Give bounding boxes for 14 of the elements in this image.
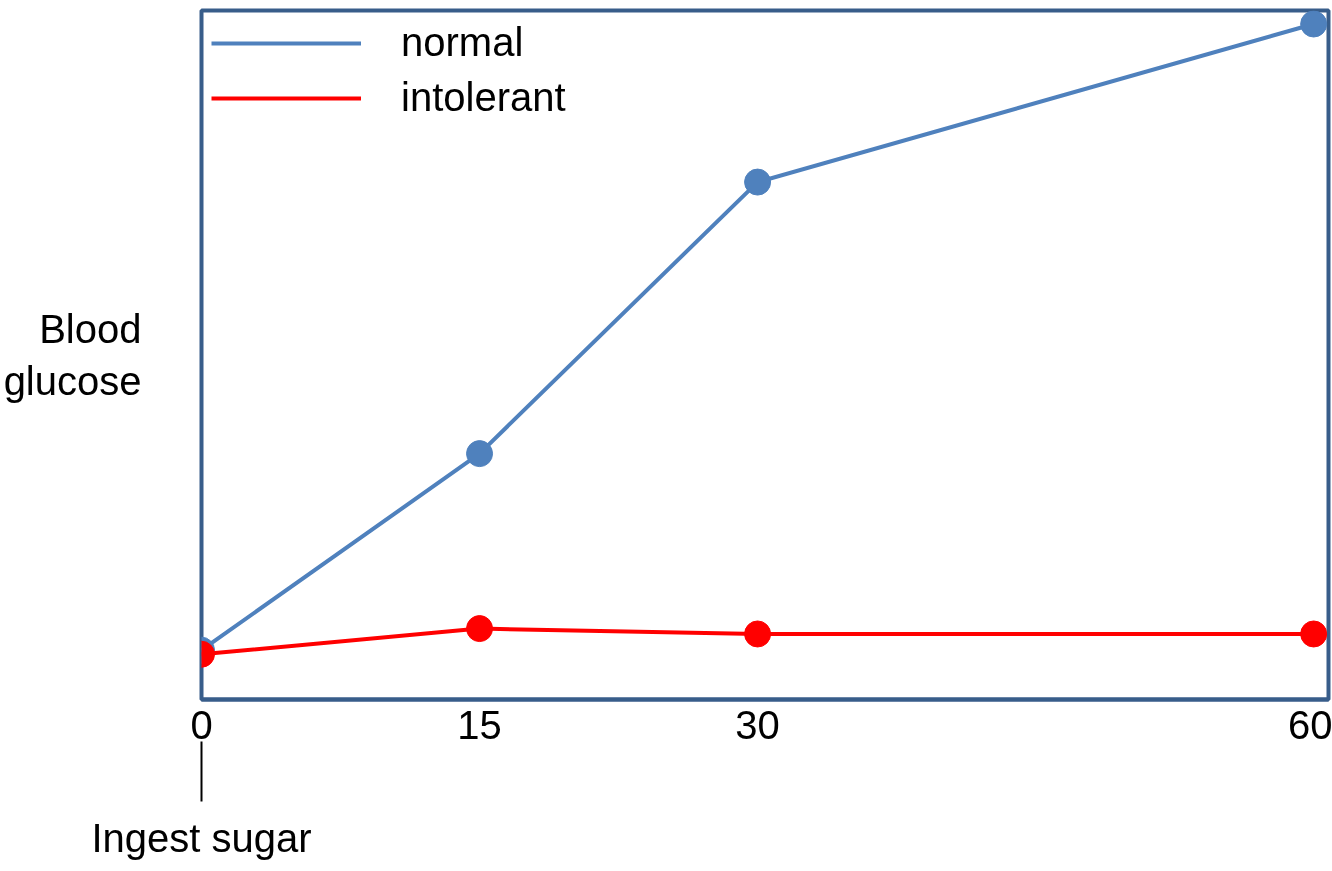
x-tick-label: 0 xyxy=(190,702,213,747)
point xyxy=(466,615,494,643)
x-tick-label: 15 xyxy=(457,702,502,747)
legend-label: intolerant xyxy=(401,75,566,120)
x-tick-label: 30 xyxy=(735,702,780,747)
point xyxy=(744,168,772,196)
point xyxy=(744,620,772,648)
point xyxy=(1300,620,1328,648)
x-tick-label: 60 xyxy=(1288,702,1332,747)
y-axis-title: Blood glucose xyxy=(3,306,142,404)
legend-label: normal xyxy=(401,20,524,65)
annotation: Ingest sugar xyxy=(91,815,312,860)
point xyxy=(1300,10,1328,38)
point xyxy=(466,440,494,468)
